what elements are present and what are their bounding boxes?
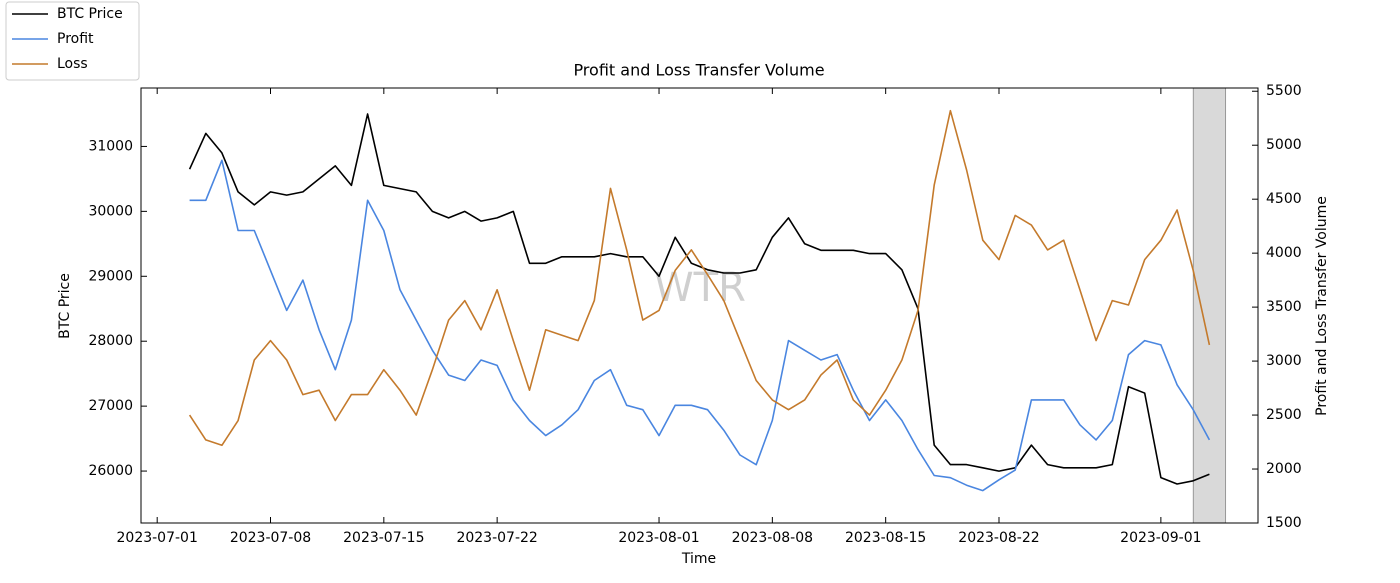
y-tick-label: 31000 bbox=[88, 138, 133, 154]
x-tick-label: 2023-07-22 bbox=[456, 530, 537, 546]
series-line bbox=[189, 159, 1211, 492]
y-axis-label: BTC Price bbox=[57, 273, 73, 339]
y2-axis-label: Profit and Loss Transfer Volume bbox=[1314, 196, 1330, 416]
y2-tick-label: 3500 bbox=[1266, 299, 1302, 315]
series-line bbox=[188, 109, 1211, 447]
y2-tick-label: 5500 bbox=[1266, 83, 1302, 99]
x-tick-label: 2023-08-08 bbox=[732, 530, 813, 546]
y2-tick-label: 2000 bbox=[1266, 461, 1302, 477]
legend-label: Profit bbox=[57, 31, 94, 47]
plot-frame bbox=[140, 87, 1259, 524]
y-tick-label: 30000 bbox=[88, 203, 133, 219]
y-tick-label: 27000 bbox=[88, 398, 133, 414]
x-tick-label: 2023-08-22 bbox=[958, 530, 1039, 546]
legend: BTC Price Profit Loss bbox=[5, 1, 140, 81]
x-tick-label: 2023-08-01 bbox=[618, 530, 699, 546]
chart-title: Profit and Loss Transfer Volume bbox=[573, 61, 824, 80]
y2-tick-label: 5000 bbox=[1266, 137, 1302, 153]
x-tick-label: 2023-07-15 bbox=[343, 530, 424, 546]
series-line bbox=[188, 113, 1210, 485]
y-tick-label: 28000 bbox=[88, 333, 133, 349]
legend-label: Loss bbox=[57, 56, 88, 72]
x-tick-label: 2023-08-15 bbox=[845, 530, 926, 546]
y2-tick-label: 2500 bbox=[1266, 407, 1302, 423]
x-tick-label: 2023-07-08 bbox=[230, 530, 311, 546]
highlight-band bbox=[1192, 87, 1227, 524]
legend-box bbox=[5, 1, 140, 81]
legend-label: BTC Price bbox=[57, 6, 123, 22]
x-axis-label: Time bbox=[681, 551, 716, 567]
y2-tick-label: 4000 bbox=[1266, 245, 1302, 261]
y-tick-label: 29000 bbox=[88, 268, 133, 284]
x-tick-label: 2023-07-01 bbox=[117, 530, 198, 546]
x-tick-label: 2023-09-01 bbox=[1120, 530, 1201, 546]
y-tick-label: 26000 bbox=[88, 463, 133, 479]
y2-tick-label: 1500 bbox=[1266, 515, 1302, 531]
y2-tick-label: 4500 bbox=[1266, 191, 1302, 207]
y2-tick-label: 3000 bbox=[1266, 353, 1302, 369]
